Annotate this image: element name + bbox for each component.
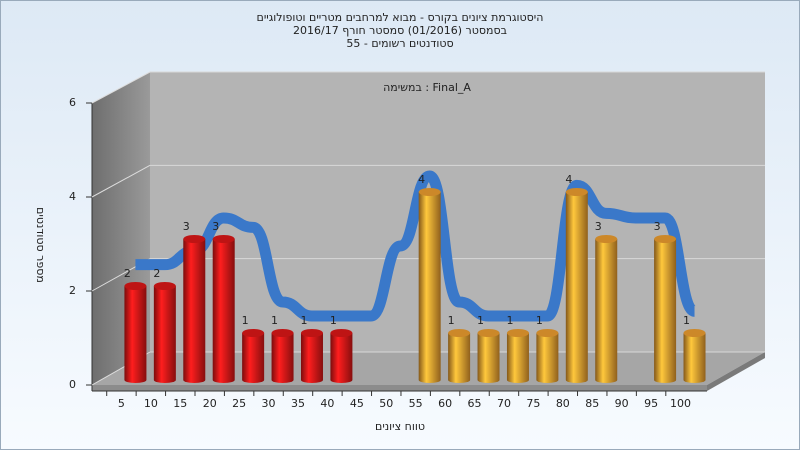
bar bbox=[683, 333, 706, 383]
x-tick-label: 85 bbox=[585, 397, 599, 410]
data-label: 1 bbox=[300, 314, 307, 327]
floor-side bbox=[707, 352, 765, 391]
x-tick-label: 15 bbox=[173, 397, 187, 410]
data-label: 1 bbox=[330, 314, 337, 327]
x-tick-label: 55 bbox=[409, 397, 423, 410]
data-label: 3 bbox=[212, 220, 219, 233]
data-label: 4 bbox=[565, 173, 572, 186]
x-tick-label: 60 bbox=[438, 397, 452, 410]
x-tick-label: 30 bbox=[262, 397, 276, 410]
data-label: 1 bbox=[683, 314, 690, 327]
x-tick-label: 100 bbox=[670, 397, 691, 410]
bar-top bbox=[506, 329, 529, 337]
x-tick-label: 70 bbox=[497, 397, 511, 410]
bar bbox=[477, 333, 500, 383]
bar-top bbox=[212, 235, 235, 243]
bar bbox=[565, 192, 588, 383]
trend-ribbon bbox=[135, 170, 698, 322]
title-line: סטודנטים רשומים - 55 bbox=[346, 37, 453, 50]
bar-top bbox=[330, 329, 353, 337]
data-label: 2 bbox=[124, 267, 131, 280]
data-label: 1 bbox=[271, 314, 278, 327]
y-tick-label: 2 bbox=[69, 284, 76, 297]
data-label: 3 bbox=[595, 220, 602, 233]
grid-line bbox=[91, 71, 151, 104]
x-tick-label: 40 bbox=[320, 397, 334, 410]
bar bbox=[654, 239, 677, 383]
bar bbox=[595, 239, 618, 383]
bar bbox=[242, 333, 265, 383]
bar-top bbox=[418, 188, 441, 196]
y-tick-label: 6 bbox=[69, 96, 76, 109]
bar bbox=[330, 333, 353, 383]
bar-top bbox=[124, 282, 147, 290]
x-axis-label: טווח ציונים bbox=[375, 420, 425, 433]
title-line: בסמסטר (01/2016) סמסטר חורף 2016/17 bbox=[293, 24, 507, 37]
bar-top bbox=[183, 235, 206, 243]
bar bbox=[212, 239, 235, 383]
floor-edge bbox=[92, 385, 707, 391]
x-tick-label: 45 bbox=[350, 397, 364, 410]
annotation: במשימה : Final_A bbox=[383, 81, 471, 94]
bar bbox=[183, 239, 206, 383]
x-tick-label: 90 bbox=[615, 397, 629, 410]
data-label: 3 bbox=[183, 220, 190, 233]
bar-top bbox=[271, 329, 294, 337]
x-tick-label: 35 bbox=[291, 397, 305, 410]
x-tick-label: 20 bbox=[203, 397, 217, 410]
bar-top bbox=[654, 235, 677, 243]
bar-top bbox=[153, 282, 176, 290]
x-tick-label: 80 bbox=[556, 397, 570, 410]
y-tick-label: 0 bbox=[69, 378, 76, 391]
x-tick-label: 75 bbox=[526, 397, 540, 410]
bar-top bbox=[536, 329, 559, 337]
data-label: 4 bbox=[418, 173, 425, 186]
x-tick-label: 95 bbox=[644, 397, 658, 410]
bar bbox=[506, 333, 529, 383]
bar bbox=[418, 192, 441, 383]
x-tick-label: 5 bbox=[118, 397, 125, 410]
data-label: 2 bbox=[153, 267, 160, 280]
x-tick-label: 10 bbox=[144, 397, 158, 410]
data-label: 1 bbox=[448, 314, 455, 327]
title-line: היסטוגרמת ציונים בקורס - מבוא למרחבים מט… bbox=[257, 11, 544, 24]
data-label: 3 bbox=[654, 220, 661, 233]
bar-top bbox=[565, 188, 588, 196]
grid-line bbox=[91, 164, 151, 198]
data-label: 1 bbox=[242, 314, 249, 327]
bar-top bbox=[683, 329, 706, 337]
bar bbox=[536, 333, 559, 383]
bar bbox=[448, 333, 471, 383]
bar-top bbox=[242, 329, 265, 337]
bar-top bbox=[448, 329, 471, 337]
y-tick-label: 4 bbox=[69, 190, 76, 203]
data-label: 1 bbox=[506, 314, 513, 327]
data-label: 1 bbox=[477, 314, 484, 327]
bar bbox=[300, 333, 323, 383]
bar-top bbox=[300, 329, 323, 337]
bar bbox=[271, 333, 294, 383]
bar bbox=[153, 286, 176, 383]
y-axis-label: מספר סטודנטים bbox=[34, 207, 47, 283]
bar-top bbox=[477, 329, 500, 337]
data-label: 1 bbox=[536, 314, 543, 327]
x-tick-label: 50 bbox=[379, 397, 393, 410]
bar bbox=[124, 286, 147, 383]
x-tick-label: 25 bbox=[232, 397, 246, 410]
x-tick-label: 65 bbox=[468, 397, 482, 410]
bar-top bbox=[595, 235, 618, 243]
